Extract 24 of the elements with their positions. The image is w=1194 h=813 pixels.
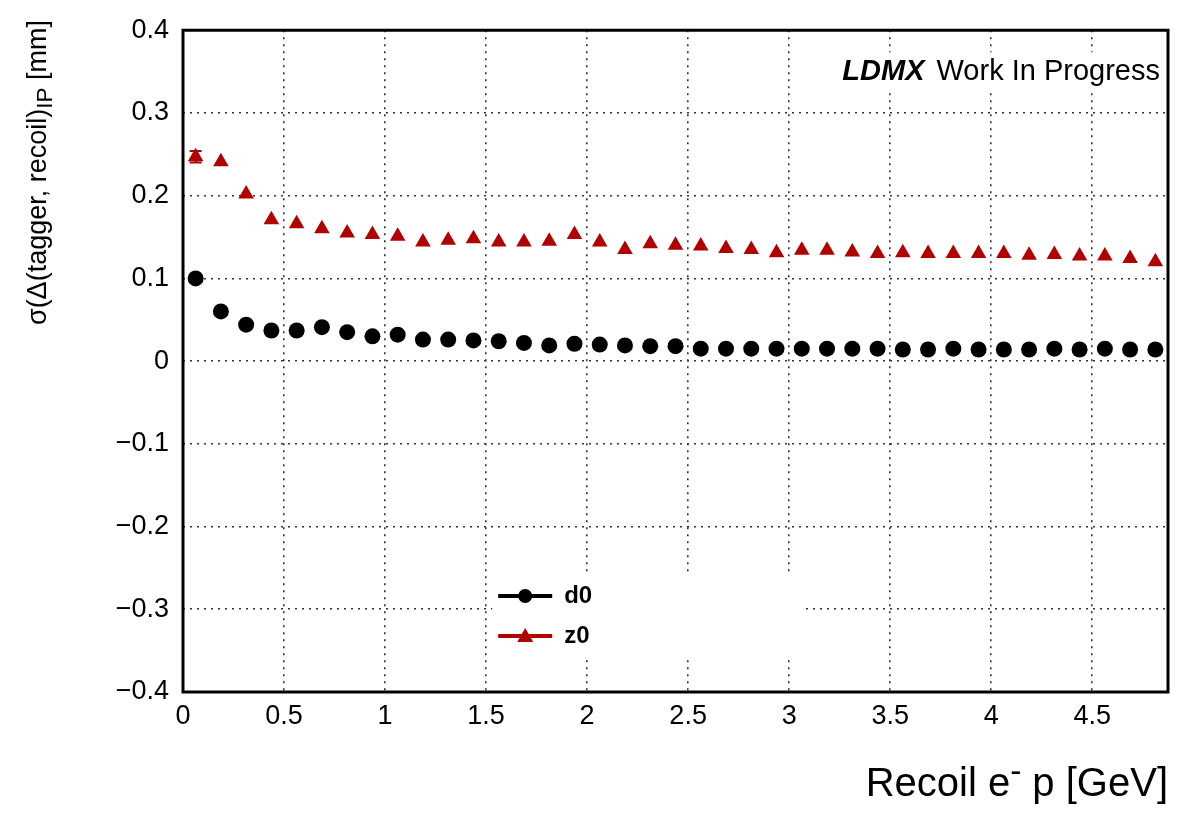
y-tick-label: −0.2	[115, 510, 169, 540]
x-tick-label: 0.5	[265, 699, 303, 730]
x-tick-label: 3	[781, 699, 797, 730]
y-tick-label: −0.4	[115, 675, 169, 706]
y-tick-label: 0.4	[131, 13, 169, 44]
x-tick-label: 1.5	[467, 699, 505, 730]
x-tick-label: 4.5	[1073, 699, 1111, 730]
x-tick-label: 4	[983, 699, 999, 730]
y-tick-label: 0.1	[131, 261, 169, 292]
x-tick-label: 2	[579, 699, 595, 730]
x-tick-label: 1	[377, 699, 393, 730]
x-tick-label: 3.5	[871, 699, 909, 730]
x-tick-label: 2.5	[669, 699, 707, 730]
annotation: Work In Progress	[936, 54, 1161, 87]
legend-label: d0	[564, 580, 593, 608]
y-tick-label: −0.1	[115, 427, 169, 458]
y-tick-label: 0	[153, 344, 169, 375]
y-tick-label: 0.2	[131, 179, 169, 210]
legend-label: z0	[564, 620, 590, 648]
x-axis-title: Recoil e$^{-}$ p [GeV]	[865, 752, 1168, 806]
y-tick-label: 0.3	[131, 96, 169, 127]
x-tick-label: 0	[175, 699, 191, 730]
annotation: LDMX	[842, 54, 927, 87]
y-tick-label: −0.3	[115, 592, 169, 623]
